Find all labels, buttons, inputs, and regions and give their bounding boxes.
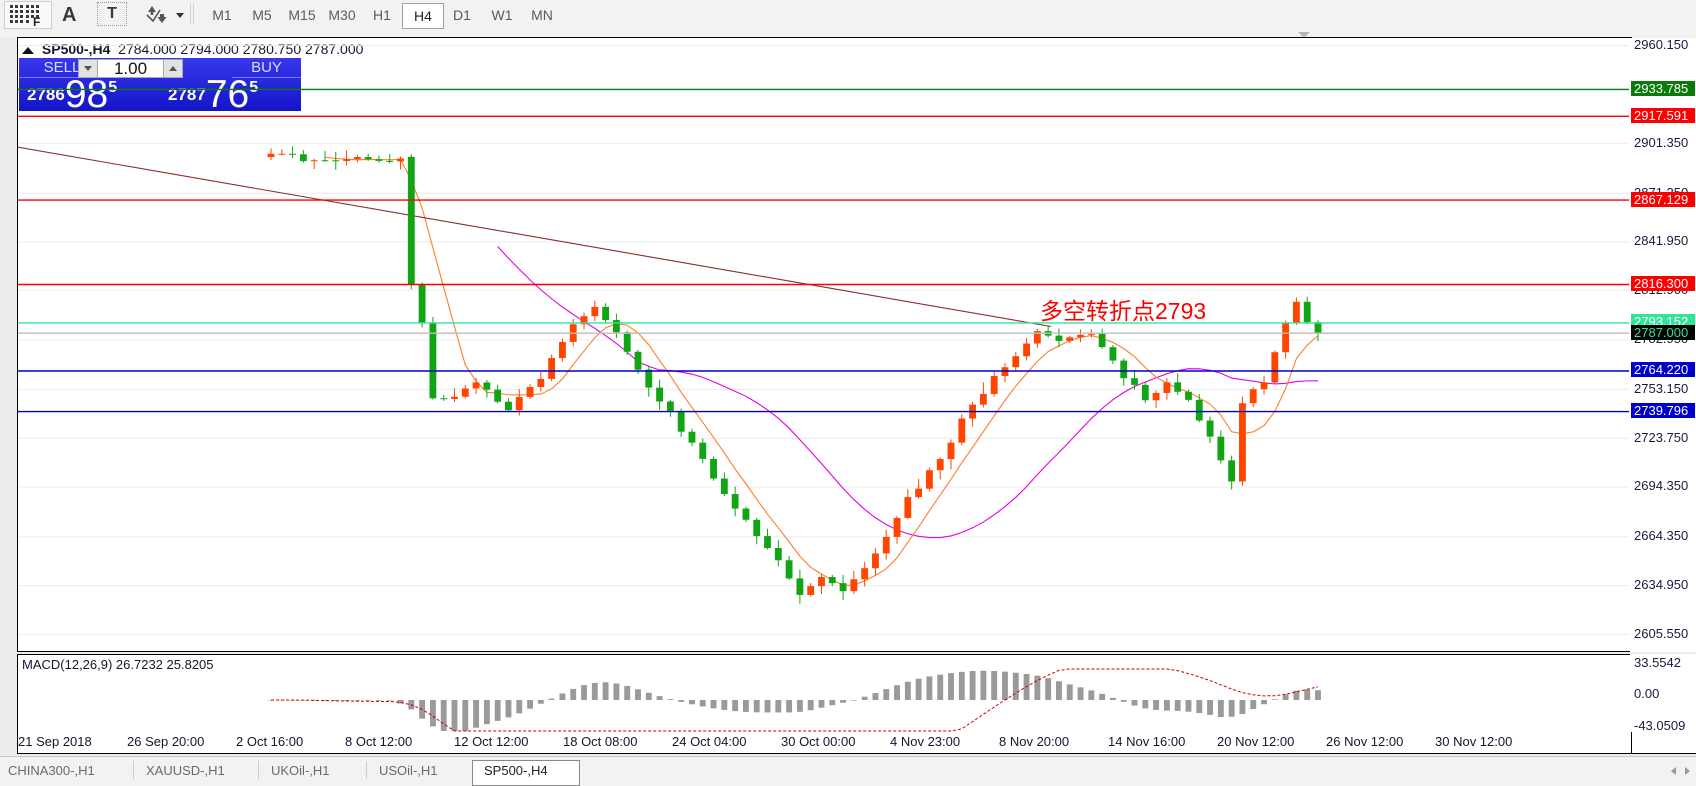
svg-text:F: F xyxy=(33,15,40,26)
